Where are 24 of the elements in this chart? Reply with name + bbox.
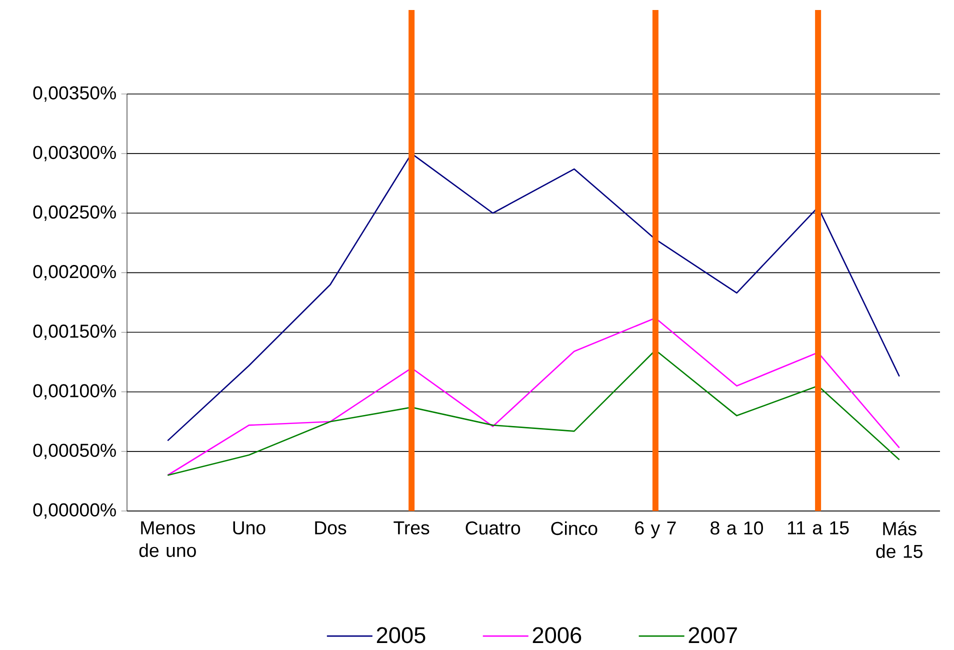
legend-label: 2006 — [532, 627, 582, 644]
x-tick-label: 11 a 15 — [788, 521, 849, 534]
x-tick-label: Tres — [394, 521, 430, 534]
x-tick-label: Cuatro — [466, 521, 520, 535]
y-tick-label: 0,00050% — [33, 444, 116, 460]
x-tick-label: 6 y 7 — [635, 521, 676, 538]
x-tick-label: Menos de uno — [139, 521, 196, 558]
line-series — [166, 152, 900, 442]
y-tick-label: 0,00250% — [33, 205, 116, 221]
legend-label: 2005 — [376, 627, 426, 644]
y-tick-label: 0,00300% — [33, 146, 116, 162]
x-tick-label: Dos — [315, 521, 346, 534]
y-tick-label: 0,00100% — [33, 384, 116, 400]
x-tick-label: Uno — [233, 521, 266, 534]
y-tick-label: 0,00200% — [33, 264, 116, 280]
y-tick-label: 0,00150% — [33, 324, 116, 340]
legend-label: 2007 — [688, 627, 737, 644]
x-tick-label: Cinco — [551, 521, 598, 536]
x-tick-label: 8 a 10 — [710, 521, 763, 535]
line-series — [166, 349, 900, 476]
y-tick-label: 0,00000% — [33, 503, 116, 519]
x-tick-label: Más de 15 — [876, 521, 922, 558]
y-tick-label: 0,00350% — [33, 86, 116, 102]
line-series — [166, 317, 900, 476]
